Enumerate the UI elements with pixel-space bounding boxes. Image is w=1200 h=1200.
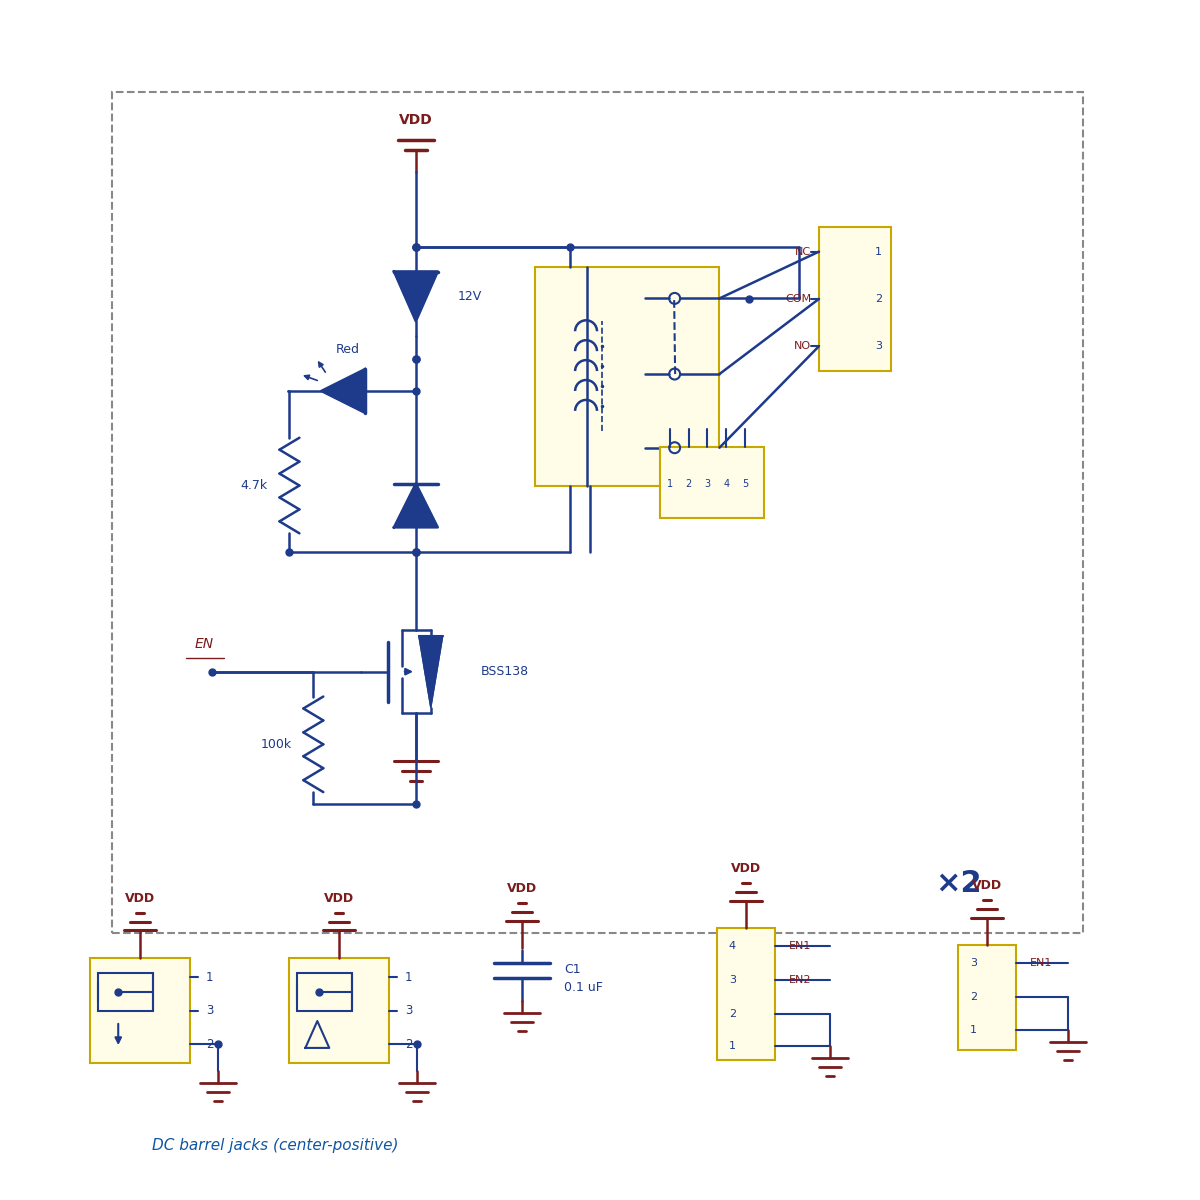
Text: VDD: VDD: [731, 863, 761, 875]
Text: NO: NO: [794, 341, 811, 352]
Text: 4: 4: [724, 479, 730, 488]
Bar: [90, 959, 190, 1063]
Text: 2: 2: [206, 1038, 214, 1050]
Bar: [660, 446, 764, 518]
Text: 5: 5: [742, 479, 749, 488]
Text: 1: 1: [728, 1040, 736, 1051]
Text: 3: 3: [728, 976, 736, 985]
Text: EN2: EN2: [790, 976, 811, 985]
Bar: [98, 973, 154, 1012]
Text: 2: 2: [970, 992, 977, 1002]
Text: 4.7k: 4.7k: [240, 479, 268, 492]
Text: 2: 2: [728, 1009, 736, 1019]
Text: ×2: ×2: [935, 869, 982, 898]
Bar: [718, 929, 775, 1060]
Text: 2: 2: [685, 479, 691, 488]
Polygon shape: [322, 370, 365, 413]
Bar: [298, 973, 352, 1012]
Text: 3: 3: [875, 341, 882, 352]
Text: 3: 3: [404, 1004, 413, 1018]
Polygon shape: [419, 636, 443, 708]
Text: 3: 3: [206, 1004, 214, 1018]
Text: 1: 1: [875, 247, 882, 257]
Text: EN: EN: [194, 637, 214, 650]
Text: 100k: 100k: [260, 738, 292, 751]
Text: VDD: VDD: [972, 880, 1002, 892]
Bar: [959, 946, 1016, 1050]
Text: VDD: VDD: [125, 892, 155, 905]
Text: DC barrel jacks (center-positive): DC barrel jacks (center-positive): [152, 1138, 398, 1153]
Polygon shape: [394, 484, 438, 527]
Text: 1: 1: [667, 479, 673, 488]
Text: VDD: VDD: [398, 113, 433, 127]
Text: 1: 1: [206, 971, 214, 984]
Text: Red: Red: [336, 343, 360, 355]
Text: 1: 1: [970, 1025, 977, 1034]
Text: BSS138: BSS138: [480, 665, 529, 678]
Text: C1: C1: [564, 962, 581, 976]
Text: EN1: EN1: [790, 941, 811, 952]
Text: 1: 1: [404, 971, 413, 984]
Bar: [113, 92, 1082, 934]
Text: 4: 4: [728, 941, 736, 952]
Text: VDD: VDD: [324, 892, 354, 905]
Text: 2: 2: [875, 294, 882, 304]
Text: 2: 2: [404, 1038, 413, 1050]
Text: COM: COM: [785, 294, 811, 304]
Polygon shape: [394, 271, 438, 322]
Text: 3: 3: [704, 479, 710, 488]
Bar: [535, 266, 720, 486]
Text: 12V: 12V: [457, 290, 482, 302]
Text: 3: 3: [970, 959, 977, 968]
Text: EN1: EN1: [1030, 959, 1052, 968]
Text: NC: NC: [794, 247, 811, 257]
Text: VDD: VDD: [508, 882, 538, 895]
Bar: [818, 227, 890, 371]
Bar: [289, 959, 389, 1063]
Text: 0.1 uF: 0.1 uF: [564, 980, 604, 994]
